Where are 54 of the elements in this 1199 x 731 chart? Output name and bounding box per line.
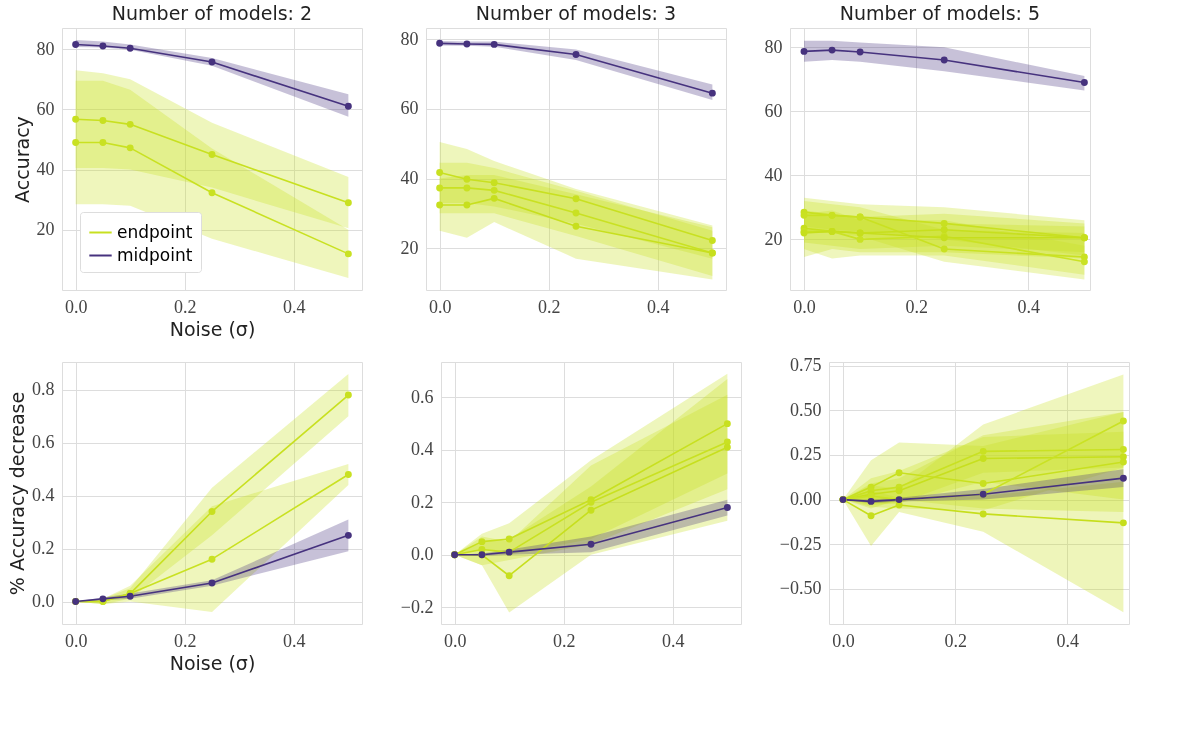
legend-label: midpoint	[117, 244, 193, 265]
y-tick-label: 0.6	[411, 386, 434, 407]
y-tick-label: 80	[764, 36, 783, 57]
y-tick-label: −0.50	[779, 578, 822, 599]
x-tick-label: 0.2	[552, 630, 576, 651]
x-tick-label: 0.4	[1056, 630, 1080, 651]
chart-title: Number of models: 3	[475, 2, 677, 24]
y-tick-label: 40	[764, 164, 783, 185]
x-tick-label: 0.2	[905, 296, 928, 317]
y-tick-label: 0.0	[32, 591, 55, 612]
y-tick-label: 0.25	[790, 444, 822, 465]
y-tick-label: 40	[400, 168, 419, 189]
x-tick-label: 0.0	[428, 296, 452, 317]
y-tick-label: 0.8	[32, 379, 55, 400]
y-tick-label: 60	[400, 98, 419, 119]
x-tick-label: 0.2	[944, 630, 967, 651]
y-tick-label: 60	[764, 100, 783, 121]
y-axis-title: % Accuracy decrease	[6, 391, 28, 596]
x-tick-label: 0.2	[173, 296, 197, 317]
legend-label: endpoint	[117, 221, 193, 242]
x-tick-label: 0.0	[832, 630, 855, 651]
y-tick-label: 0.4	[32, 485, 55, 506]
y-tick-label: 0.75	[790, 355, 822, 376]
y-tick-label: 0.00	[790, 489, 822, 510]
y-tick-label: 0.0	[411, 544, 434, 565]
y-axis-title: Accuracy	[10, 116, 33, 203]
y-tick-label: 80	[400, 28, 419, 49]
x-axis-title: Noise (σ)	[169, 317, 256, 340]
x-axis-title: Noise (σ)	[169, 651, 256, 674]
y-tick-label: 60	[36, 98, 55, 119]
x-tick-label: 0.0	[443, 630, 467, 651]
x-tick-label: 0.4	[283, 296, 306, 317]
y-tick-label: 20	[36, 219, 55, 240]
x-tick-label: 0.4	[647, 296, 670, 317]
x-tick-label: 0.2	[173, 630, 197, 651]
y-tick-label: 0.4	[411, 439, 434, 460]
x-tick-label: 0.4	[1017, 296, 1041, 317]
y-tick-label: 0.50	[790, 399, 822, 420]
chart-title: Number of models: 2	[111, 2, 313, 24]
x-tick-label: 0.2	[537, 296, 561, 317]
x-tick-label: 0.0	[64, 296, 88, 317]
chart-title: Number of models: 5	[839, 2, 1041, 24]
y-tick-label: −0.2	[400, 596, 434, 617]
y-tick-label: 0.2	[411, 491, 434, 512]
x-tick-label: 0.4	[283, 630, 306, 651]
y-tick-label: 40	[36, 159, 55, 180]
y-tick-label: 20	[764, 228, 783, 249]
y-tick-label: −0.25	[779, 533, 822, 554]
y-tick-label: 0.6	[32, 432, 55, 453]
y-tick-label: 80	[36, 38, 55, 59]
x-tick-label: 0.0	[64, 630, 88, 651]
y-tick-label: 0.2	[32, 538, 55, 559]
y-tick-label: 20	[400, 237, 419, 258]
x-tick-label: 0.4	[662, 630, 685, 651]
